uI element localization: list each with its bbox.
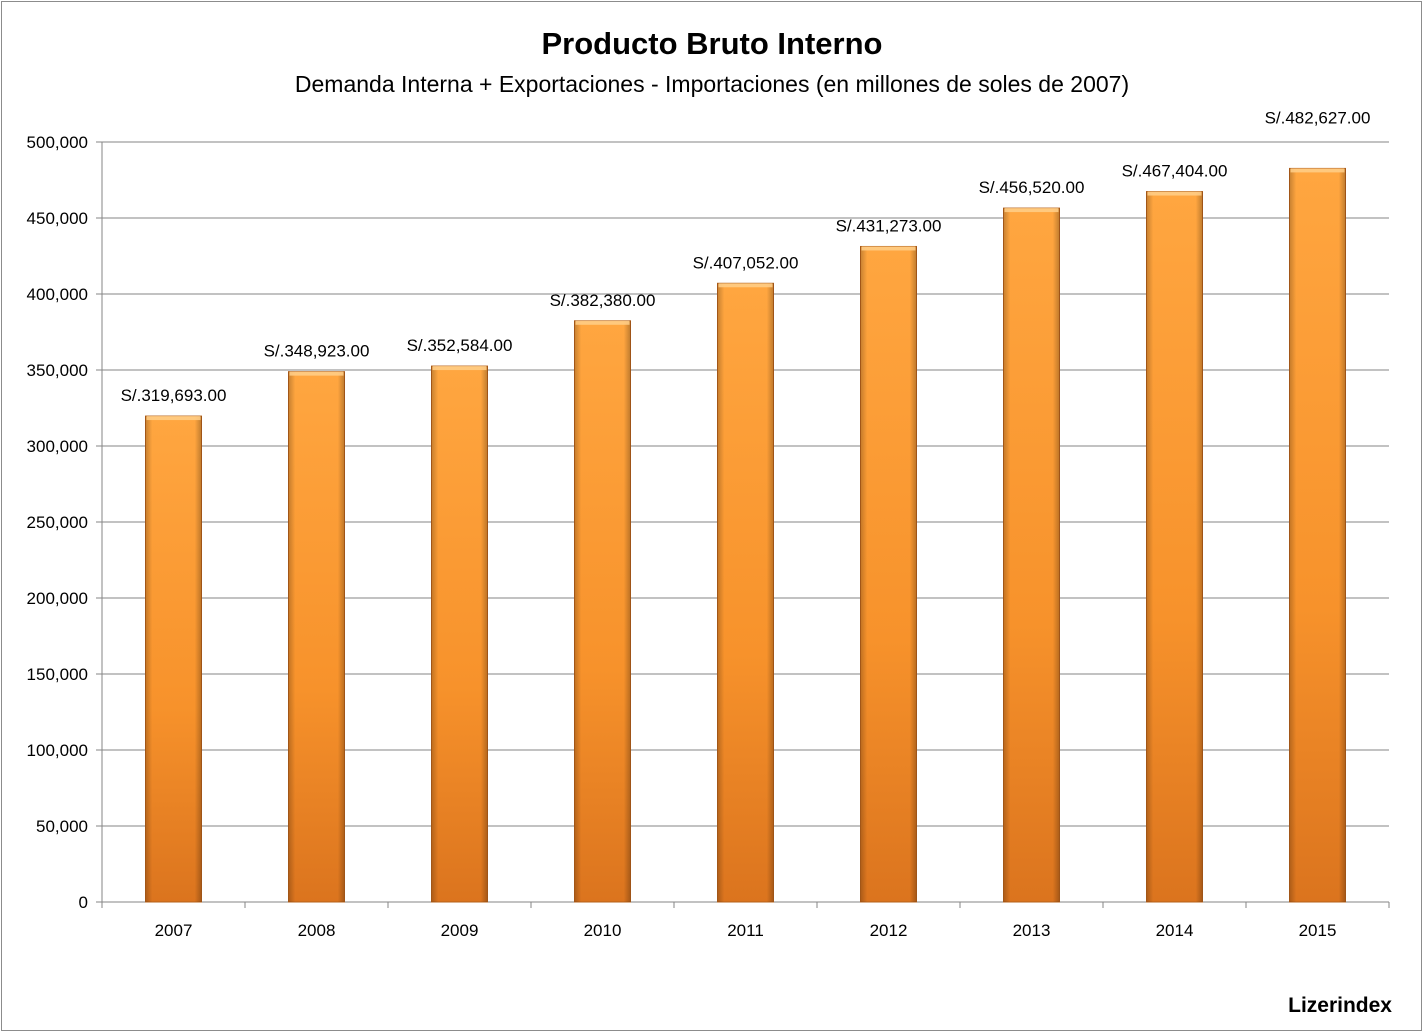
data-label: S/.319,693.00 xyxy=(121,386,227,405)
bars xyxy=(145,167,1346,903)
y-tick-label: 300,000 xyxy=(27,437,88,456)
data-label: S/.456,520.00 xyxy=(979,178,1085,197)
bar-2009 xyxy=(431,365,488,903)
data-labels: S/.319,693.00 S/.348,923.00 S/.352,584.00 S… xyxy=(121,108,1371,405)
y-tick-label: 50,000 xyxy=(36,817,88,836)
data-label: S/.348,923.00 xyxy=(264,342,370,361)
y-tick-label: 500,000 xyxy=(27,133,88,152)
data-label: S/.467,404.00 xyxy=(1122,162,1228,181)
x-tick-label: 2014 xyxy=(1156,921,1194,940)
bar-2010 xyxy=(574,320,631,903)
chart-title: Producto Bruto Interno xyxy=(542,26,883,61)
bar-shading xyxy=(1289,168,1346,902)
data-label: S/.407,052.00 xyxy=(693,253,799,272)
y-tick-label: 450,000 xyxy=(27,209,88,228)
bar-top-bevel xyxy=(718,283,773,288)
y-tick-label: 100,000 xyxy=(27,741,88,760)
y-tick-label: 0 xyxy=(79,893,88,912)
bar-2008 xyxy=(288,371,345,903)
watermark-text: Lizerindex xyxy=(1288,994,1392,1017)
bar-top-bevel xyxy=(1004,208,1059,213)
x-tick-label: 2012 xyxy=(870,921,908,940)
bar-2014 xyxy=(1146,191,1203,903)
y-tick-label: 250,000 xyxy=(27,513,88,532)
x-tick-label: 2008 xyxy=(298,921,336,940)
chart-subtitle: Demanda Interna + Exportaciones - Import… xyxy=(295,71,1129,97)
bar-shading xyxy=(1003,208,1060,902)
bar-top-bevel xyxy=(861,246,916,251)
bar-shading xyxy=(431,366,488,902)
x-tick-label: 2013 xyxy=(1013,921,1051,940)
bar-top-bevel xyxy=(432,366,487,371)
x-tick-label: 2010 xyxy=(584,921,622,940)
x-tick-label: 2011 xyxy=(727,921,764,940)
y-tick-label: 200,000 xyxy=(27,589,88,608)
bar-shading xyxy=(145,416,202,902)
bar-shading xyxy=(717,283,774,902)
bar-shading xyxy=(288,371,345,902)
y-tick-label: 350,000 xyxy=(27,361,88,380)
bar-top-bevel xyxy=(146,416,201,421)
bar-shading xyxy=(1146,191,1203,903)
x-tick-label: 2015 xyxy=(1299,921,1337,940)
data-label: S/.352,584.00 xyxy=(407,336,513,355)
x-tick-label: 2007 xyxy=(155,921,193,940)
bar-2011 xyxy=(717,282,774,903)
data-label: S/.431,273.00 xyxy=(836,216,942,235)
bar-top-bevel xyxy=(575,320,630,325)
data-label: S/.382,380.00 xyxy=(550,291,656,310)
bar-top-bevel xyxy=(1147,191,1202,196)
bar-shading xyxy=(574,320,631,902)
bar-shading xyxy=(860,246,917,903)
y-axis-tick-labels: 0 50,000 100,000 150,000 200,000 250,000 300,0… xyxy=(27,133,88,912)
y-tick-label: 400,000 xyxy=(27,285,88,304)
x-axis-tick-labels: 2007 2008 2009 2010 2011 2012 2013 2014 2015 xyxy=(155,921,1337,940)
bar-2013 xyxy=(1003,207,1060,903)
bar-top-bevel xyxy=(1290,168,1345,173)
bar-2012 xyxy=(860,245,917,903)
bar-2015 xyxy=(1289,167,1346,903)
x-tick-label: 2009 xyxy=(441,921,479,940)
data-label: S/.482,627.00 xyxy=(1265,108,1371,127)
bar-2007 xyxy=(145,415,202,903)
bar-top-bevel xyxy=(289,371,344,376)
y-tick-label: 150,000 xyxy=(27,665,88,684)
